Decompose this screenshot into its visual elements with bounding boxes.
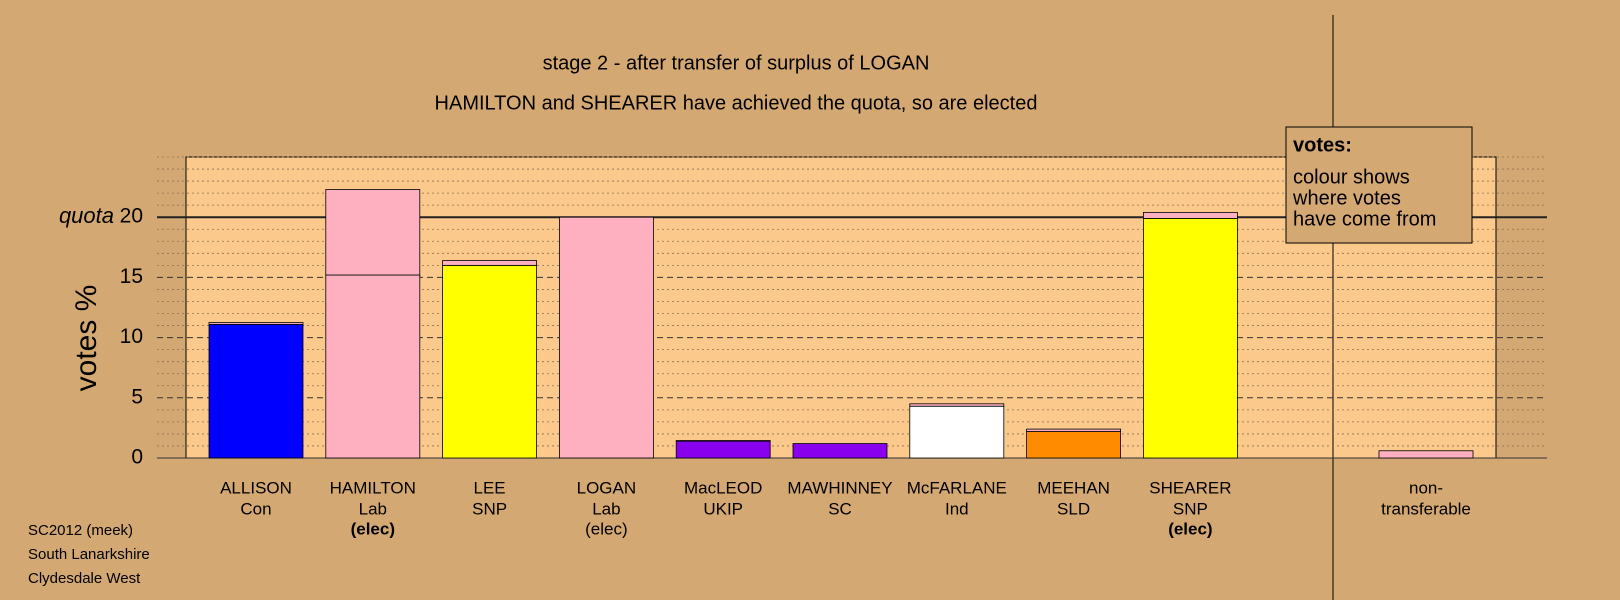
y-tick-label: 15 <box>120 265 143 288</box>
x-tick-label: ALLISON <box>220 478 292 497</box>
x-tick-label: LEE <box>474 478 506 497</box>
x-tick-label: HAMILTON <box>330 478 416 497</box>
bar-segment <box>559 216 654 459</box>
bar-segment <box>675 440 771 442</box>
x-tick-sublabel: SNP <box>1173 499 1208 518</box>
legend-title: votes: <box>1293 134 1352 156</box>
legend-text: colour shows <box>1293 166 1410 188</box>
bar-segment <box>909 403 1005 407</box>
footer-text: Clydesdale West <box>28 570 141 587</box>
bar-segment <box>675 440 771 459</box>
y-tick-label: 10 <box>120 325 143 348</box>
x-tick-sublabel: transferable <box>1381 499 1471 518</box>
bar-segment <box>442 260 538 266</box>
bar-segment <box>442 264 538 459</box>
y-tick-label: 20 <box>120 205 143 228</box>
quota-label: quota <box>59 203 114 228</box>
legend-text: where votes <box>1292 187 1401 209</box>
bar-segment <box>1143 211 1238 219</box>
bar-segment <box>909 405 1005 459</box>
x-tick-sublabel: Con <box>240 499 271 518</box>
bar-segment <box>792 443 888 459</box>
x-tick-sublabel: SC <box>828 499 852 518</box>
x-tick-label: MEEHAN <box>1037 478 1110 497</box>
x-tick-label: MacLEOD <box>684 478 762 497</box>
x-tick-label: McFARLANE <box>907 478 1007 497</box>
y-tick-label: 5 <box>131 385 143 408</box>
x-tick-label: SHEARER <box>1149 478 1231 497</box>
x-tick-sublabel: Lab <box>359 499 387 518</box>
bar-segment <box>208 322 304 325</box>
x-tick-label: non- <box>1409 478 1443 497</box>
bar-segment <box>1026 428 1121 432</box>
status-label: (elec) <box>351 519 395 538</box>
chart-subtitle: HAMILTON and SHEARER have achieved the q… <box>435 92 1038 114</box>
footer-text: South Lanarkshire <box>28 546 150 563</box>
legend-text: have come from <box>1293 208 1436 230</box>
x-tick-label: MAWHINNEY <box>787 478 892 497</box>
x-tick-sublabel: SNP <box>472 499 507 518</box>
legend-box <box>1285 126 1473 244</box>
bar-segment <box>1026 431 1121 459</box>
x-tick-sublabel: Ind <box>945 499 969 518</box>
footer-text: SC2012 (meek) <box>28 522 133 539</box>
chart-title: stage 2 - after transfer of surplus of L… <box>543 52 930 74</box>
bar-segment <box>1378 450 1474 459</box>
status-label: (elec) <box>585 519 628 538</box>
bar-segment <box>1143 218 1238 459</box>
y-tick-label: 0 <box>131 446 143 469</box>
x-tick-label: LOGAN <box>577 478 637 497</box>
y-axis-label: votes % <box>70 285 103 392</box>
bar-segment <box>325 189 421 276</box>
x-tick-sublabel: Lab <box>592 499 620 518</box>
status-label: (elec) <box>1168 519 1212 538</box>
bar-segment <box>208 323 304 459</box>
x-tick-sublabel: UKIP <box>703 499 743 518</box>
bar-segment <box>325 274 421 459</box>
x-tick-sublabel: SLD <box>1057 499 1090 518</box>
